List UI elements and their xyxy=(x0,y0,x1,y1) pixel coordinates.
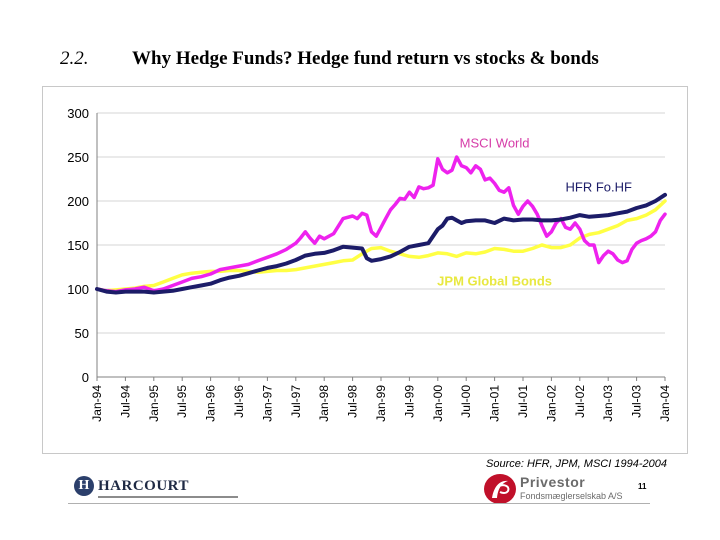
y-tick-label: 250 xyxy=(67,150,89,165)
series-label-2: JPM Global Bonds xyxy=(437,273,552,288)
x-tick-label: Jul-96 xyxy=(232,385,246,418)
x-tick-label: Jul-99 xyxy=(402,385,416,418)
privestor-subtitle: Fondsmæglerselskab A/S xyxy=(520,491,623,501)
page-number: 11 xyxy=(638,482,647,491)
source-note: Source: HFR, JPM, MSCI 1994-2004 xyxy=(486,458,667,470)
series-line-1 xyxy=(95,192,667,295)
x-tick-label: Jul-01 xyxy=(516,385,530,418)
footer-divider xyxy=(68,503,650,504)
privestor-mark-icon xyxy=(484,474,516,504)
harcourt-underline xyxy=(98,496,238,498)
y-tick-label: 150 xyxy=(67,238,89,253)
harcourt-logo: H HARCOURT xyxy=(74,476,238,498)
harcourt-wordmark: HARCOURT xyxy=(98,477,189,494)
x-tick-label: Jul-97 xyxy=(289,385,303,418)
x-tick-label: Jan-02 xyxy=(544,385,558,422)
x-tick-label: Jul-98 xyxy=(346,385,360,418)
x-tick-label: Jul-94 xyxy=(118,385,132,418)
x-tick-label: Jan-01 xyxy=(488,385,502,422)
x-tick-label: Jan-04 xyxy=(658,385,672,422)
y-tick-label: 200 xyxy=(67,194,89,209)
x-tick-label: Jan-03 xyxy=(601,385,615,422)
x-tick-label: Jul-02 xyxy=(573,385,587,418)
series-line-0 xyxy=(95,155,667,294)
x-tick-label: Jan-00 xyxy=(431,385,445,422)
x-tick-label: Jan-99 xyxy=(374,385,388,422)
x-tick-label: Jul-00 xyxy=(459,385,473,418)
harcourt-mark-icon: H xyxy=(74,476,94,496)
x-tick-label: Jan-97 xyxy=(260,385,274,422)
slide-number: 2.2. xyxy=(60,48,89,69)
chart-frame: 0 50 100 150 200 250 300 Jan-94 Jul-94 Jan-95 Jul-… xyxy=(42,86,688,454)
chart-svg: 0 50 100 150 200 250 300 Jan-94 Jul-94 Jan-95 Jul-… xyxy=(67,106,672,422)
series-line-2 xyxy=(95,199,667,293)
y-tick-label: 300 xyxy=(67,106,89,121)
x-tick-label: Jan-98 xyxy=(317,385,331,422)
x-tick-label: Jan-95 xyxy=(147,385,161,422)
y-tick-label: 100 xyxy=(67,282,89,297)
y-tick-label: 50 xyxy=(75,326,89,341)
series-label-0: MSCI World xyxy=(460,135,530,150)
x-tick-label: Jul-95 xyxy=(175,385,189,418)
slide-title: Why Hedge Funds? Hedge fund return vs st… xyxy=(132,48,599,69)
x-tick-label: Jan-96 xyxy=(204,385,218,422)
x-tick-label: Jan-94 xyxy=(90,385,104,422)
series-label-1: HFR Fo.HF xyxy=(566,179,633,194)
x-tick-label: Jul-03 xyxy=(630,385,644,418)
y-tick-label: 0 xyxy=(82,370,89,385)
privestor-name: Privestor xyxy=(520,474,586,490)
